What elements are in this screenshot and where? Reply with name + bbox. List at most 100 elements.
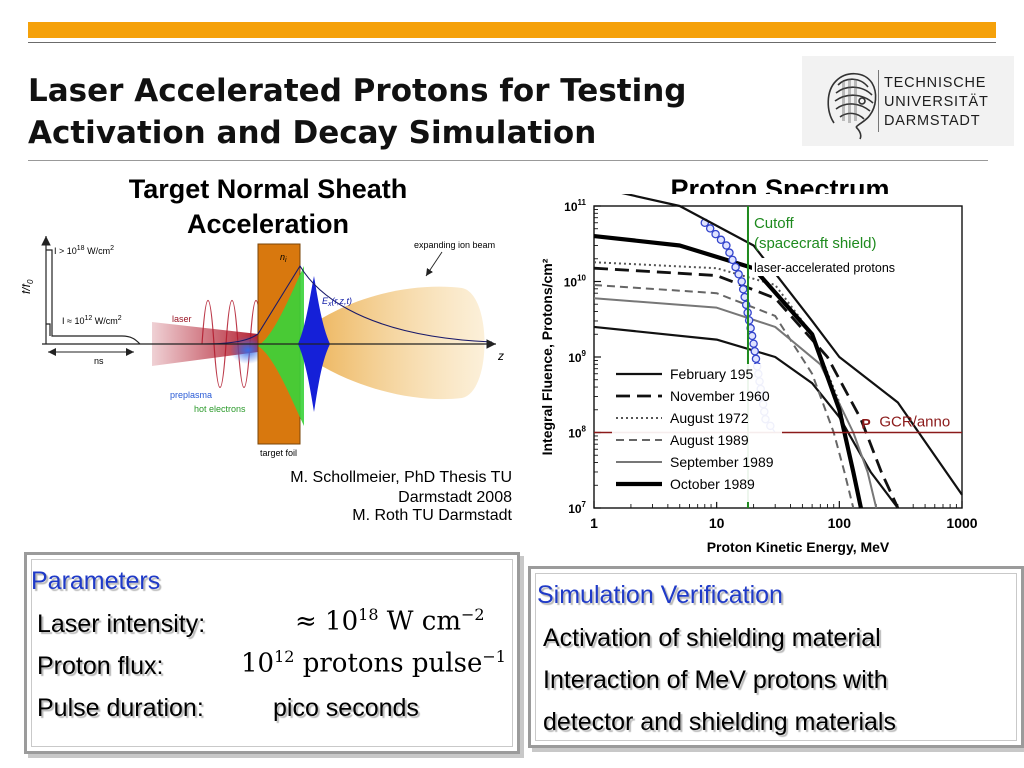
citation-line2: Darmstadt 2008: [398, 489, 512, 506]
field-label: Ex(r,z,t): [322, 296, 352, 308]
ion-beam: [292, 286, 485, 400]
flux-unit: protons pulse: [294, 648, 483, 679]
preplasma-glow: [230, 336, 266, 364]
target-foil-label: target foil: [260, 448, 297, 458]
flux-unit-exponent: −1: [482, 647, 506, 666]
density-profile: [201, 264, 493, 345]
logo-line: DARMSTADT: [884, 113, 981, 129]
laser-label: laser: [172, 314, 192, 324]
series-line: [593, 233, 863, 509]
tnsa-citation: M. Schollmeier, PhD Thesis TU Darmstadt …: [180, 468, 512, 524]
laser-exponent: 18: [358, 605, 379, 624]
logo-divider: [878, 70, 879, 132]
logo-wordmark: TECHNISCHE UNIVERSITÄT DARMSTADT: [884, 74, 989, 131]
legend-entry: October 1989: [670, 476, 755, 492]
laser-data-point: [716, 235, 726, 245]
pulse-duration-value: pico seconds: [273, 694, 419, 722]
proton-flux-label: Proton flux:: [37, 652, 164, 680]
tnsa-heading-line1: Target Normal Sheath: [128, 174, 408, 204]
x-tick-label: 1000: [946, 515, 977, 531]
laser-data-point: [734, 270, 743, 279]
logo-line: TECHNISCHE: [884, 75, 987, 91]
flux-base: 10: [241, 648, 275, 679]
laser-data-point: [722, 241, 731, 250]
verification-title: Simulation Verification: [537, 581, 783, 609]
pulse-duration-label: Pulse duration:: [37, 694, 204, 722]
gcr-label: GCR/anno: [879, 414, 950, 431]
laser-label-bg: [751, 258, 926, 276]
laser-label: laser-accelerated protons: [754, 261, 895, 275]
laser-wave: [201, 300, 263, 388]
laser-data-point: [750, 347, 760, 356]
beam-label: expanding ion beam: [414, 240, 495, 250]
laser-unit: W cm: [378, 606, 461, 637]
tnsa-heading-line2: Acceleration: [186, 209, 350, 239]
laser-intensity-label: Laser intensity:: [37, 610, 206, 638]
slide-title: Laser Accelerated Protons for Testing Ac…: [28, 70, 788, 154]
legend-entry: February 195: [670, 366, 753, 382]
y-axis-label: Integral Fluence, Protons/cm²: [539, 258, 555, 455]
panel-frame: [31, 559, 513, 747]
citation-line3: M. Roth TU Darmstadt: [352, 507, 512, 524]
athena-head-icon: [827, 72, 877, 140]
simulation-verification-panel: Simulation Verification Activation of sh…: [528, 566, 1024, 748]
series-line: [593, 266, 900, 509]
logo-line: UNIVERSITÄT: [884, 94, 989, 110]
laser-data-point: [747, 331, 757, 341]
laser-data-point: [751, 354, 761, 364]
x-tick-label: 100: [828, 515, 852, 531]
series-line: [593, 297, 878, 509]
intensity-high-label: I > 1018 W/cm2: [54, 245, 114, 256]
proton-flux-value: 1012 protons pulse−1: [241, 647, 506, 679]
x-tick-label: 1: [590, 515, 598, 531]
series-line: [593, 325, 899, 509]
university-logo: [802, 56, 1014, 146]
parameters-panel: Parameters Laser intensity: ≈ 1018 W cm−…: [24, 552, 520, 754]
legend-entry: August 1989: [670, 432, 749, 448]
series-line: [621, 194, 963, 496]
series-line: [593, 283, 855, 509]
panel-frame: [535, 573, 1017, 741]
laser-data-point: [749, 339, 758, 348]
parameters-title: Parameters: [31, 567, 161, 595]
legend-background: [612, 364, 782, 502]
title-divider: [28, 160, 988, 161]
approx-base: ≈ 10: [295, 606, 359, 637]
electron-sheath: [258, 266, 304, 426]
legend-entry: September 1989: [670, 454, 774, 470]
legend-entry: August 1972: [670, 410, 749, 426]
verification-item: detector and shielding materials: [543, 708, 896, 736]
slide-title-line2: Activation and Decay Simulation: [28, 115, 597, 151]
x-tick-label: 10: [709, 515, 725, 531]
laser-data-point: [725, 248, 734, 257]
ns-label: ns: [94, 356, 104, 366]
slide-title-line1: Laser Accelerated Protons for Testing: [28, 73, 687, 109]
hot-electrons-label: hot electrons: [194, 404, 246, 414]
preplasma-label: preplasma: [170, 390, 212, 400]
laser-intensity-value: ≈ 1018 W cm−2: [295, 605, 485, 637]
tnsa-heading: Target Normal Sheath Acceleration: [90, 172, 446, 242]
laser-data-point: [737, 277, 746, 286]
z-axis-label: z: [497, 349, 504, 363]
laser-data-point: [738, 285, 748, 294]
cutoff-label: Cutoff: [754, 215, 795, 232]
tnsa-diagram: f/f0 I > 1018 W/cm2 I ≈ 1012 W/cm2 ns la…: [22, 236, 504, 458]
laser-data-point: [728, 255, 737, 265]
laser-data-point: [711, 229, 720, 239]
y-axis-label: f/f0: [22, 279, 35, 294]
verification-item: Activation of shielding material: [543, 624, 881, 652]
header-accent-bar: [28, 22, 996, 38]
laser-data-point: [744, 316, 754, 325]
intensity-low-label: I ≈ 1012 W/cm2: [62, 315, 122, 326]
laser-unit-exponent: −2: [460, 605, 485, 624]
x-axis-label: Proton Kinetic Energy, MeV: [707, 539, 890, 555]
ni-label: ni: [280, 252, 287, 264]
header-rule: [28, 42, 996, 43]
citation-line1: M. Schollmeier, PhD Thesis TU: [290, 469, 512, 486]
flux-exponent: 12: [274, 647, 295, 666]
gcr-marker: P: [861, 416, 870, 432]
laser-data-point: [731, 262, 740, 272]
laser-data-point: [705, 224, 715, 233]
legend-entry: November 1960: [670, 388, 770, 404]
